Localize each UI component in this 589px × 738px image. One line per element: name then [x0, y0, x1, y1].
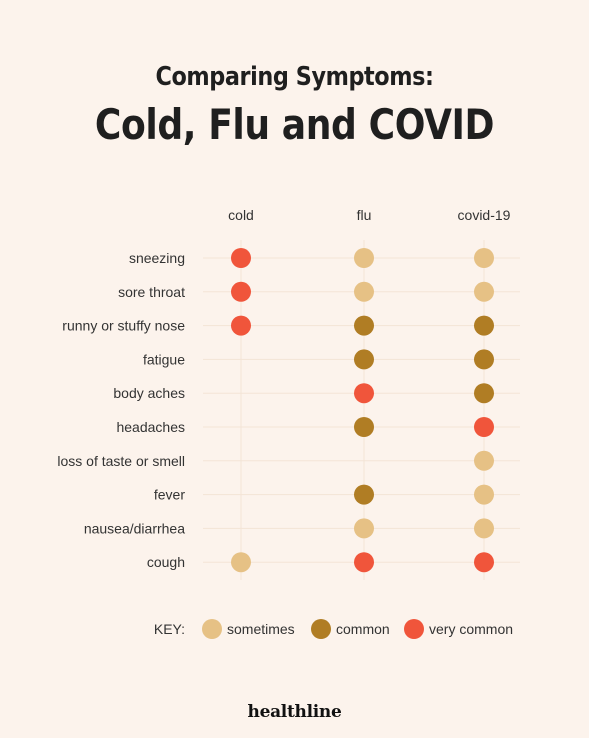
dot-sometimes: [474, 281, 494, 302]
dot-common: [354, 484, 374, 505]
column-header-cold: cold: [228, 207, 254, 223]
dot-very-common: [231, 281, 251, 302]
dot-common: [474, 349, 494, 370]
dot-sometimes: [474, 450, 494, 471]
dot-very-common: [354, 552, 374, 573]
row-label: fever: [154, 487, 185, 503]
dot-common: [354, 315, 374, 336]
title-line-1: Comparing Symptoms:: [155, 62, 434, 92]
row-label: cough: [147, 554, 185, 570]
dot-sometimes: [474, 484, 494, 505]
dot-common: [354, 349, 374, 370]
dot-very-common: [354, 383, 374, 404]
row-label: loss of taste or smell: [57, 453, 185, 469]
dot-very-common: [231, 315, 251, 336]
key-item-sometimes: sometimes: [227, 621, 295, 637]
row-label: sneezing: [129, 250, 185, 266]
key-label: KEY:: [154, 621, 185, 637]
dot-sometimes: [474, 518, 494, 539]
key-dot-very-common: [404, 619, 424, 639]
dot-sometimes: [231, 552, 251, 573]
dot-common: [354, 417, 374, 437]
dot-common: [474, 315, 494, 336]
dot-sometimes: [474, 248, 494, 268]
row-label: body aches: [113, 385, 185, 401]
healthline-logo: healthline: [247, 702, 342, 722]
key-dot-common: [311, 619, 331, 639]
dot-sometimes: [354, 248, 374, 268]
dot-sometimes: [354, 281, 374, 302]
key-item-very-common: very common: [429, 621, 513, 637]
dot-very-common: [474, 552, 494, 573]
dot-very-common: [231, 248, 251, 268]
dot-very-common: [474, 417, 494, 437]
row-label: headaches: [116, 419, 185, 435]
column-header-flu: flu: [357, 207, 372, 223]
row-label: nausea/diarrhea: [84, 520, 185, 536]
key-item-common: common: [336, 621, 390, 637]
title-line-2: Cold, Flu and COVID: [94, 100, 495, 149]
row-label: fatigue: [143, 351, 185, 367]
dot-sometimes: [354, 518, 374, 539]
key-dot-sometimes: [202, 619, 222, 639]
row-label: sore throat: [118, 284, 185, 300]
row-label: runny or stuffy nose: [62, 318, 185, 334]
column-header-covid-19: covid-19: [458, 207, 511, 223]
dot-common: [474, 383, 494, 404]
